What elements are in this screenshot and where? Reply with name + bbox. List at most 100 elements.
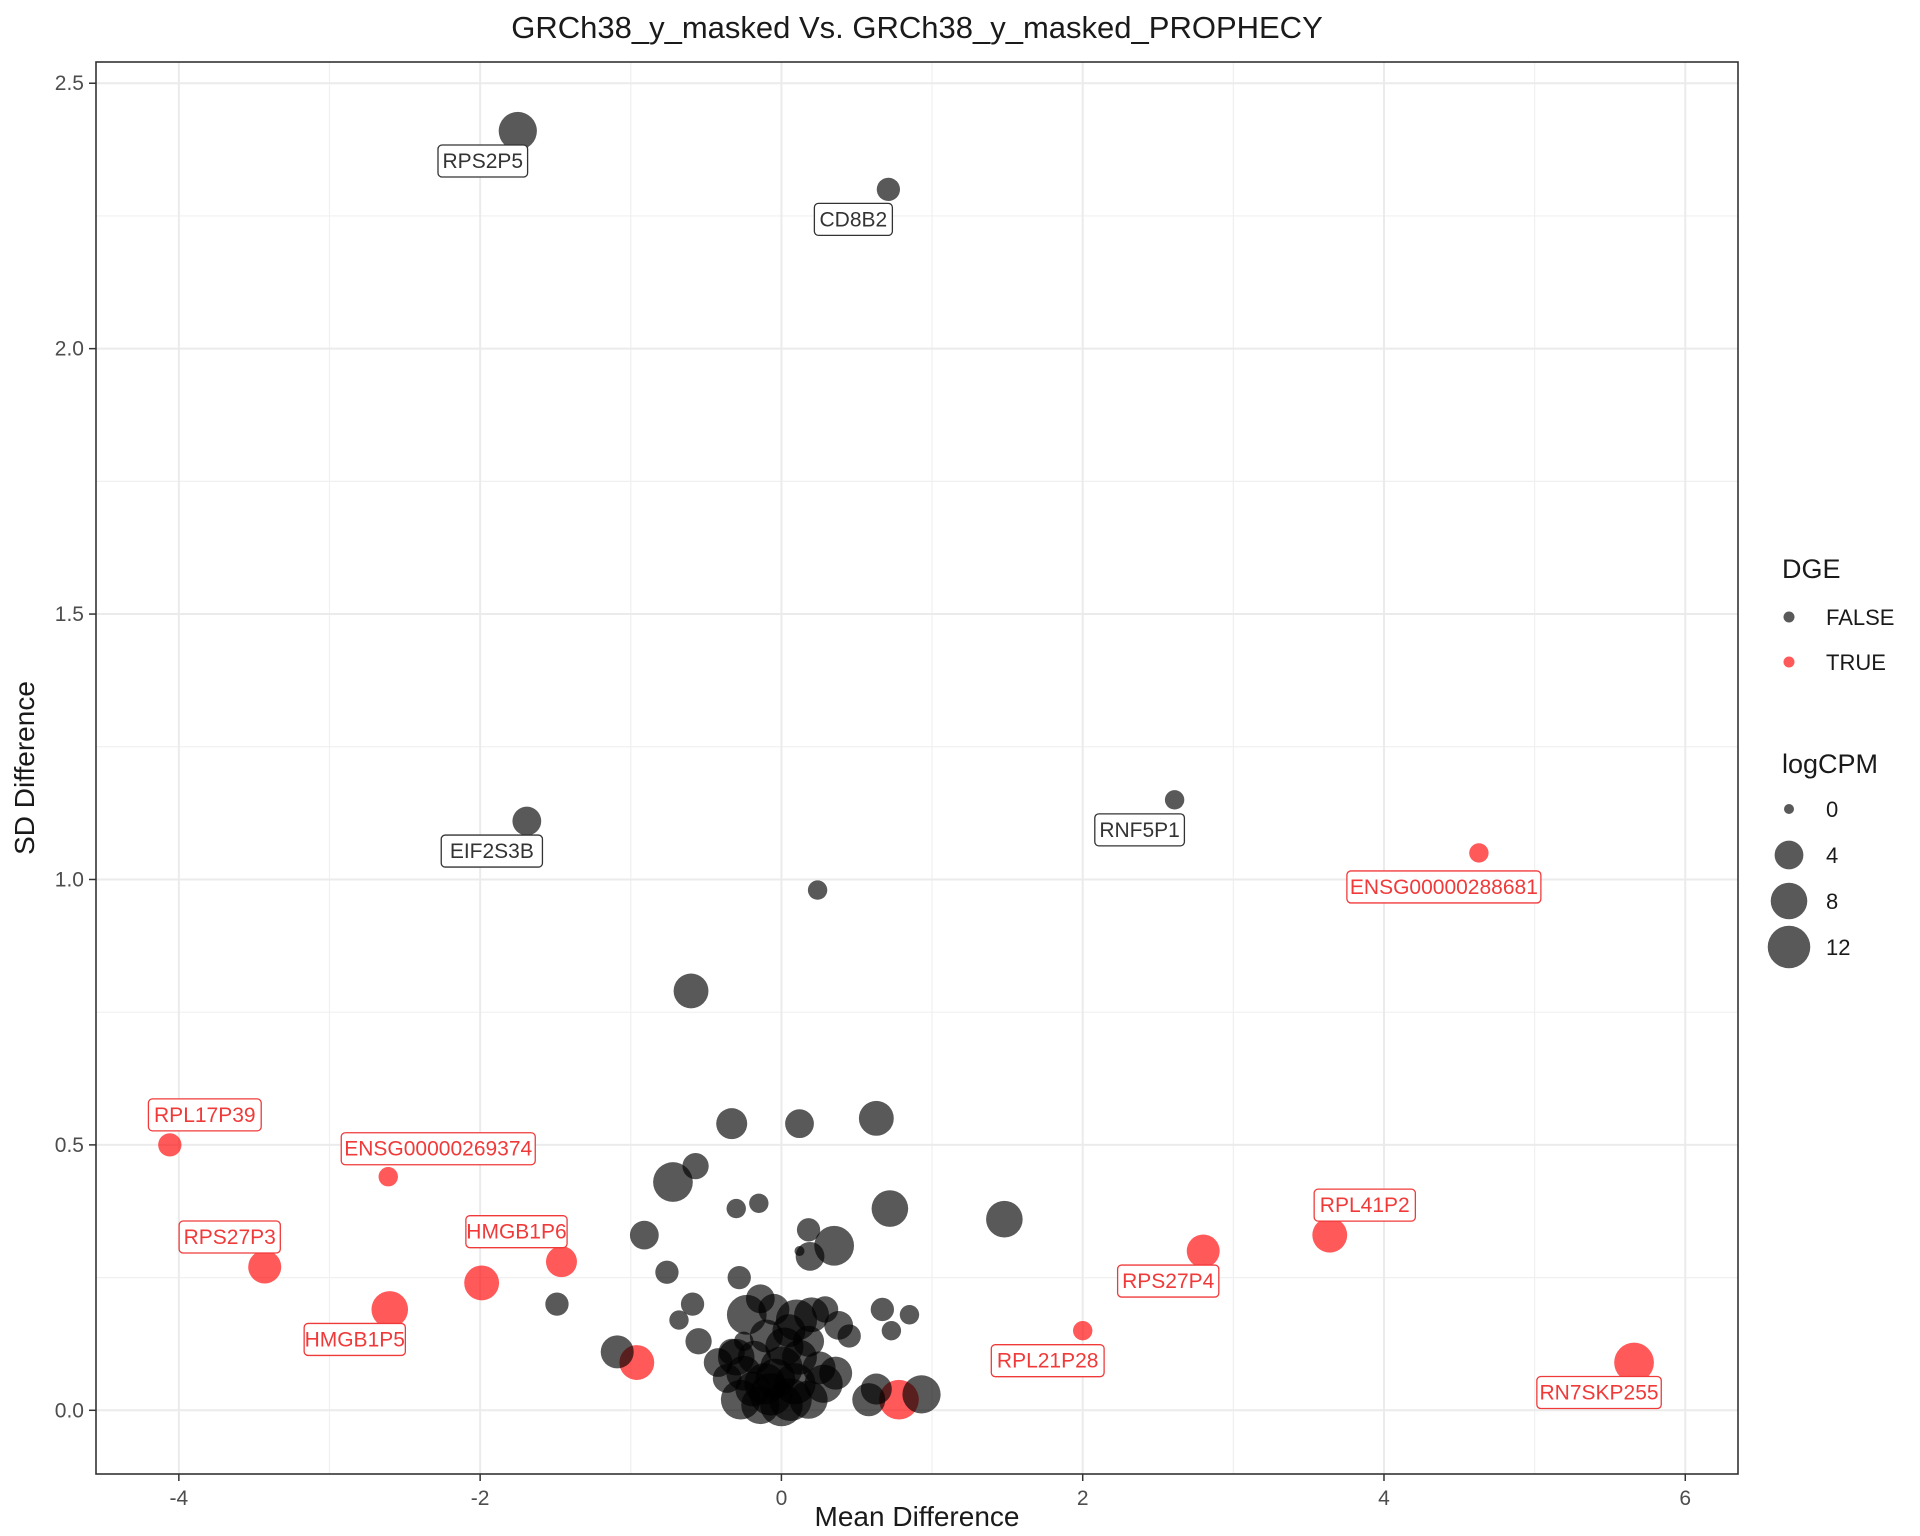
data-point — [902, 1375, 941, 1414]
legend: DGE logCPM FALSE TRUE 0 4 8 12 — [1767, 554, 1894, 969]
point-label: RPL17P39 — [147, 1098, 262, 1132]
point-label-box — [465, 1215, 568, 1249]
point-label-text: HMGB1P5 — [305, 1328, 405, 1351]
point-label-box — [440, 834, 544, 868]
point-label-box — [340, 1132, 536, 1166]
data-point — [899, 1305, 920, 1325]
x-tick-label: 6 — [1679, 1487, 1691, 1510]
point-label: ENSG00000288681 — [1346, 870, 1542, 904]
data-point — [796, 1218, 821, 1242]
data-point — [158, 1133, 182, 1157]
data-point — [785, 1109, 814, 1139]
legend-size-label: 4 — [1826, 843, 1838, 868]
point-label-text: RPS2P5 — [443, 150, 524, 173]
legend-size-key — [1770, 882, 1808, 920]
data-point — [745, 1284, 775, 1314]
point-label-box — [1116, 1264, 1220, 1298]
data-point — [819, 1356, 853, 1390]
point-label-box — [303, 1322, 407, 1357]
data-point — [1186, 1234, 1220, 1268]
data-point — [655, 1260, 679, 1284]
plot-border — [95, 61, 1739, 1475]
data-point — [669, 1310, 689, 1330]
point-label: RPL21P28 — [990, 1344, 1105, 1378]
data-point — [712, 1364, 742, 1393]
legend-size-key — [1774, 840, 1804, 870]
data-point — [881, 1320, 902, 1341]
x-axis-label: Mean Difference — [815, 1501, 1020, 1532]
legend-size-key — [1784, 804, 1794, 814]
x-tick-label: 0 — [776, 1487, 788, 1510]
y-tick-label: 2.0 — [55, 338, 84, 361]
point-label-box — [1313, 1188, 1417, 1222]
plot-background — [96, 62, 1738, 1474]
point-label-box — [1346, 870, 1542, 904]
data-point — [811, 1296, 839, 1323]
data-point — [860, 1373, 892, 1405]
point-label-text: RPS27P4 — [1122, 1270, 1215, 1293]
legend-size-label: 12 — [1826, 935, 1850, 960]
data-point — [1614, 1342, 1654, 1383]
point-label-box — [813, 202, 894, 237]
data-point — [673, 973, 709, 1009]
point-label-text: RPS27P3 — [184, 1226, 276, 1249]
data-point — [986, 1200, 1023, 1238]
point-label-box — [178, 1220, 281, 1254]
data-point — [682, 1152, 709, 1180]
data-point — [464, 1265, 500, 1301]
point-label-text: CD8B2 — [820, 208, 888, 231]
data-point — [1312, 1217, 1348, 1253]
data-point — [870, 1297, 894, 1322]
point-label-text: HMGB1P6 — [466, 1221, 566, 1244]
data-point — [545, 1246, 577, 1278]
point-label-text: RN7SKP255 — [1540, 1382, 1659, 1405]
point-label-box — [1536, 1375, 1662, 1410]
data-point — [876, 177, 901, 202]
y-axis-label: SD Difference — [9, 681, 40, 855]
point-label: RNF5P1 — [1094, 813, 1186, 847]
data-point — [498, 111, 537, 151]
legend-dge-title: DGE — [1782, 554, 1841, 584]
legend-dge-key — [1783, 611, 1795, 623]
point-label: ENSG00000269374 — [340, 1132, 536, 1166]
legend-dge-label: FALSE — [1826, 605, 1894, 630]
point-label: HMGB1P5 — [303, 1322, 407, 1357]
data-point — [378, 1167, 398, 1187]
data-point — [793, 1325, 825, 1357]
data-point — [653, 1162, 693, 1202]
y-tick-label: 1.5 — [55, 603, 84, 626]
data-point — [807, 880, 828, 900]
y-tick-label: 0.5 — [55, 1134, 84, 1157]
point-label-box — [1094, 813, 1186, 847]
point-label-text: ENSG00000288681 — [1350, 876, 1538, 899]
point-label: RPS2P5 — [437, 144, 529, 178]
point-label: RPS27P3 — [178, 1220, 281, 1254]
chart-title: GRCh38_y_masked Vs. GRCh38_y_masked_PROP… — [511, 10, 1323, 45]
y-tick-label: 0.0 — [55, 1399, 84, 1422]
y-tick-label: 1.0 — [55, 868, 84, 891]
point-label-text: RPL17P39 — [154, 1104, 256, 1127]
data-point — [629, 1220, 659, 1250]
data-point — [371, 1291, 409, 1328]
data-point — [735, 1371, 771, 1407]
point-label: EIF2S3B — [440, 834, 544, 868]
data-point — [726, 1198, 746, 1219]
data-point — [1469, 843, 1489, 863]
legend-dge-key — [1783, 656, 1795, 668]
point-label-text: RNF5P1 — [1099, 819, 1180, 842]
data-point — [1073, 1320, 1093, 1341]
plot-area: -4 -2 0 2 4 6 0.0 0.5 1.0 1.5 2.0 2.5 RPS2P5 CD8B2 EIF… — [55, 61, 1739, 1510]
point-label: RPL41P2 — [1313, 1188, 1417, 1222]
legend-size-label: 0 — [1826, 797, 1838, 822]
point-label-text: ENSG00000269374 — [344, 1138, 532, 1161]
point-label-box — [147, 1098, 262, 1132]
legend-size-key — [1767, 925, 1811, 969]
x-tick-label: 4 — [1378, 1487, 1390, 1510]
data-point — [685, 1328, 712, 1355]
data-point — [794, 1246, 805, 1257]
data-point — [1164, 790, 1185, 810]
legend-logcpm-title: logCPM — [1782, 749, 1878, 779]
legend-size-label: 8 — [1826, 889, 1838, 914]
data-point — [716, 1108, 748, 1140]
